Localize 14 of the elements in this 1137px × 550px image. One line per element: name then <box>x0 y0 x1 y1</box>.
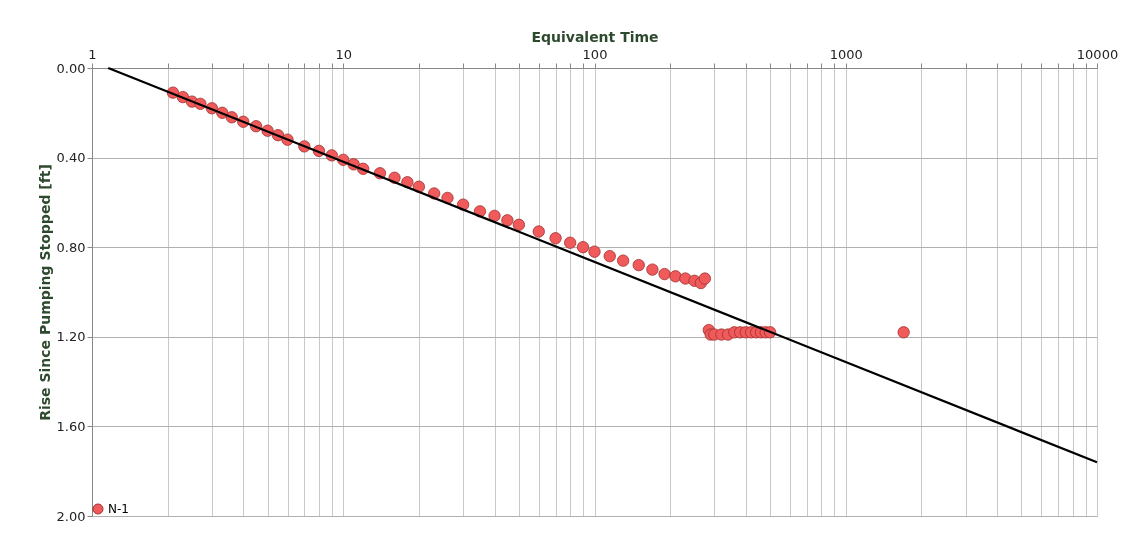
y-tick-label: 0.00 <box>56 60 86 76</box>
x-tick-label: 100 <box>582 46 608 62</box>
x-axis-title: Equivalent Time <box>531 28 659 45</box>
y-axis-title: Rise Since Pumping Stopped [ft] <box>36 164 53 421</box>
x-tick-label: 10000 <box>1076 46 1119 62</box>
x-tick-label: 1000 <box>829 46 863 62</box>
legend-label: N-1 <box>108 502 129 516</box>
y-tick-label: 2.00 <box>56 508 86 524</box>
y-tick-label: 1.20 <box>56 329 86 345</box>
y-tick-label: 0.80 <box>56 239 86 255</box>
y-tick-label: 1.60 <box>56 418 86 434</box>
x-tick-label: 1 <box>88 46 97 62</box>
y-tick-label: 0.40 <box>56 150 86 166</box>
x-tick-label: 10 <box>335 46 353 62</box>
